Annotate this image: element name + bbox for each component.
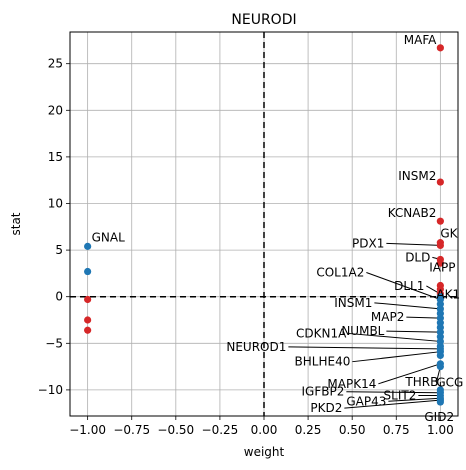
reference-lines bbox=[70, 32, 458, 416]
point-label: NUMBL bbox=[341, 324, 384, 338]
point-label: MAFA bbox=[404, 33, 437, 47]
label-leader-line bbox=[406, 316, 441, 319]
point-label: KCNAB2 bbox=[388, 206, 437, 220]
data-point bbox=[436, 360, 444, 368]
y-tick-label: −10 bbox=[38, 383, 63, 397]
chart-title: NEURODI bbox=[231, 12, 296, 28]
point-label: GCG bbox=[436, 376, 463, 390]
x-tick-label: 1.00 bbox=[427, 423, 454, 437]
data-point bbox=[84, 242, 92, 250]
data-point bbox=[436, 44, 444, 52]
point-label: GAP43 bbox=[346, 394, 386, 408]
label-leader-line bbox=[386, 242, 441, 246]
label-leader-line bbox=[374, 302, 441, 310]
point-label: DLL1 bbox=[394, 279, 424, 293]
label-leader-line bbox=[288, 346, 441, 350]
y-tick-label: 0 bbox=[55, 290, 63, 304]
label-leader-line bbox=[348, 332, 441, 342]
point-label: DLD bbox=[405, 250, 430, 264]
point-label: GNAL bbox=[92, 230, 125, 244]
data-point bbox=[84, 267, 92, 276]
point-label: GK bbox=[440, 227, 458, 241]
point-label: MAP2 bbox=[371, 310, 404, 324]
point-label: GID2 bbox=[424, 410, 454, 424]
x-tick-label: 0.25 bbox=[295, 423, 322, 437]
label-leader-line bbox=[346, 391, 441, 394]
y-tick-label: 5 bbox=[55, 243, 63, 257]
data-point bbox=[84, 316, 92, 324]
x-axis-label: weight bbox=[244, 445, 285, 459]
x-tick-label: 0.75 bbox=[383, 423, 410, 437]
label-leader-line bbox=[352, 351, 441, 363]
point-label: NEUROD1 bbox=[226, 340, 286, 354]
data-point bbox=[436, 178, 444, 186]
point-label: BHLHE40 bbox=[295, 355, 351, 369]
y-tick-label: 25 bbox=[48, 57, 63, 71]
point-label: COL1A2 bbox=[316, 265, 364, 279]
y-tick-label: −5 bbox=[45, 336, 63, 350]
label-leader-line bbox=[366, 272, 441, 300]
point-label: MAPK14 bbox=[327, 377, 376, 391]
label-leader-line bbox=[386, 330, 441, 333]
point-label: PDX1 bbox=[352, 236, 384, 250]
x-tick-label: 0.50 bbox=[339, 423, 366, 437]
x-tick-label: 0.00 bbox=[251, 423, 278, 437]
point-label: IGFBP2 bbox=[302, 385, 345, 399]
y-axis-label: stat bbox=[9, 212, 23, 235]
y-tick-label: 15 bbox=[48, 150, 63, 164]
data-points bbox=[84, 44, 444, 406]
point-label: PKD2 bbox=[310, 401, 342, 415]
data-point bbox=[436, 398, 444, 406]
point-label: THRB bbox=[404, 375, 438, 389]
data-point bbox=[436, 259, 444, 267]
point-label: SLIT2 bbox=[384, 388, 417, 402]
label-leader-line bbox=[344, 399, 441, 409]
data-point bbox=[84, 326, 92, 334]
y-tick-label: 10 bbox=[48, 196, 63, 210]
x-tick-label: −0.25 bbox=[202, 423, 239, 437]
y-tick-label: 20 bbox=[48, 103, 63, 117]
x-tick-label: −0.75 bbox=[113, 423, 150, 437]
data-point bbox=[84, 295, 92, 304]
label-leader-line bbox=[378, 363, 441, 385]
data-point bbox=[436, 351, 444, 360]
data-point bbox=[436, 241, 444, 250]
point-label: AK1 bbox=[436, 288, 460, 302]
point-label: INSM2 bbox=[398, 169, 436, 183]
x-tick-label: −1.00 bbox=[69, 423, 106, 437]
point-label: IAPP bbox=[429, 261, 455, 275]
axis-ticks: −1.00 −0.75 −0.50 −0.25 0.00 0.25 0.50 0.75 1.00… bbox=[38, 57, 454, 437]
x-tick-label: −0.50 bbox=[157, 423, 194, 437]
label-leader-line bbox=[388, 397, 441, 402]
point-label: INSM1 bbox=[334, 296, 372, 310]
point-label: CDKN1A bbox=[296, 326, 347, 340]
data-point bbox=[436, 217, 444, 225]
